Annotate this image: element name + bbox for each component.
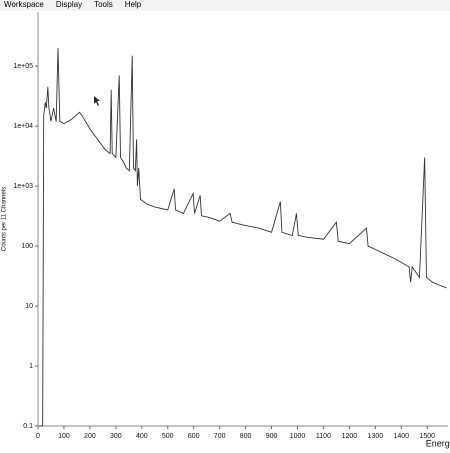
x-tick-label: 1300 [368, 433, 384, 440]
spectrum-line [39, 48, 447, 427]
y-tick-label: 1 [29, 363, 33, 370]
mouse-cursor [94, 96, 100, 106]
x-tick-label: 900 [266, 433, 278, 440]
x-tick-label: 200 [84, 433, 96, 440]
x-tick-label: 500 [162, 433, 174, 440]
y-tick-label: 1e+04 [13, 123, 33, 130]
x-tick-label: 1100 [316, 433, 331, 440]
menu-bar: Workspace Display Tools Help [0, 0, 450, 11]
x-tick-label: 1400 [394, 433, 410, 440]
x-tick-label: 1000 [290, 433, 306, 440]
y-tick-label: 10 [25, 303, 33, 310]
menu-item[interactable]: Tools [94, 0, 113, 9]
x-tick-label: 300 [110, 433, 122, 440]
y-tick-label: 1e+03 [13, 183, 33, 190]
x-tick-label: 700 [214, 433, 226, 440]
x-tick-label: 800 [240, 433, 252, 440]
x-tick-label: 400 [136, 433, 148, 440]
x-axis-label: Energy [426, 438, 450, 448]
x-tick-label: 1500 [419, 433, 435, 440]
y-tick-label: 100 [21, 243, 33, 250]
x-tick-label: 100 [58, 433, 70, 440]
x-tick-label: 1200 [342, 433, 358, 440]
x-tick-label: 0 [36, 433, 40, 440]
menu-item[interactable]: Display [55, 0, 83, 9]
menu-item[interactable]: Help [124, 0, 142, 9]
y-axis-label: Counts per 11 Channels [2, 187, 8, 251]
y-tick-label: 1e+05 [13, 63, 33, 70]
x-tick-label: 600 [188, 433, 200, 440]
y-tick-label: 0.1 [23, 423, 33, 430]
menu-item[interactable]: Workspace [4, 0, 44, 9]
